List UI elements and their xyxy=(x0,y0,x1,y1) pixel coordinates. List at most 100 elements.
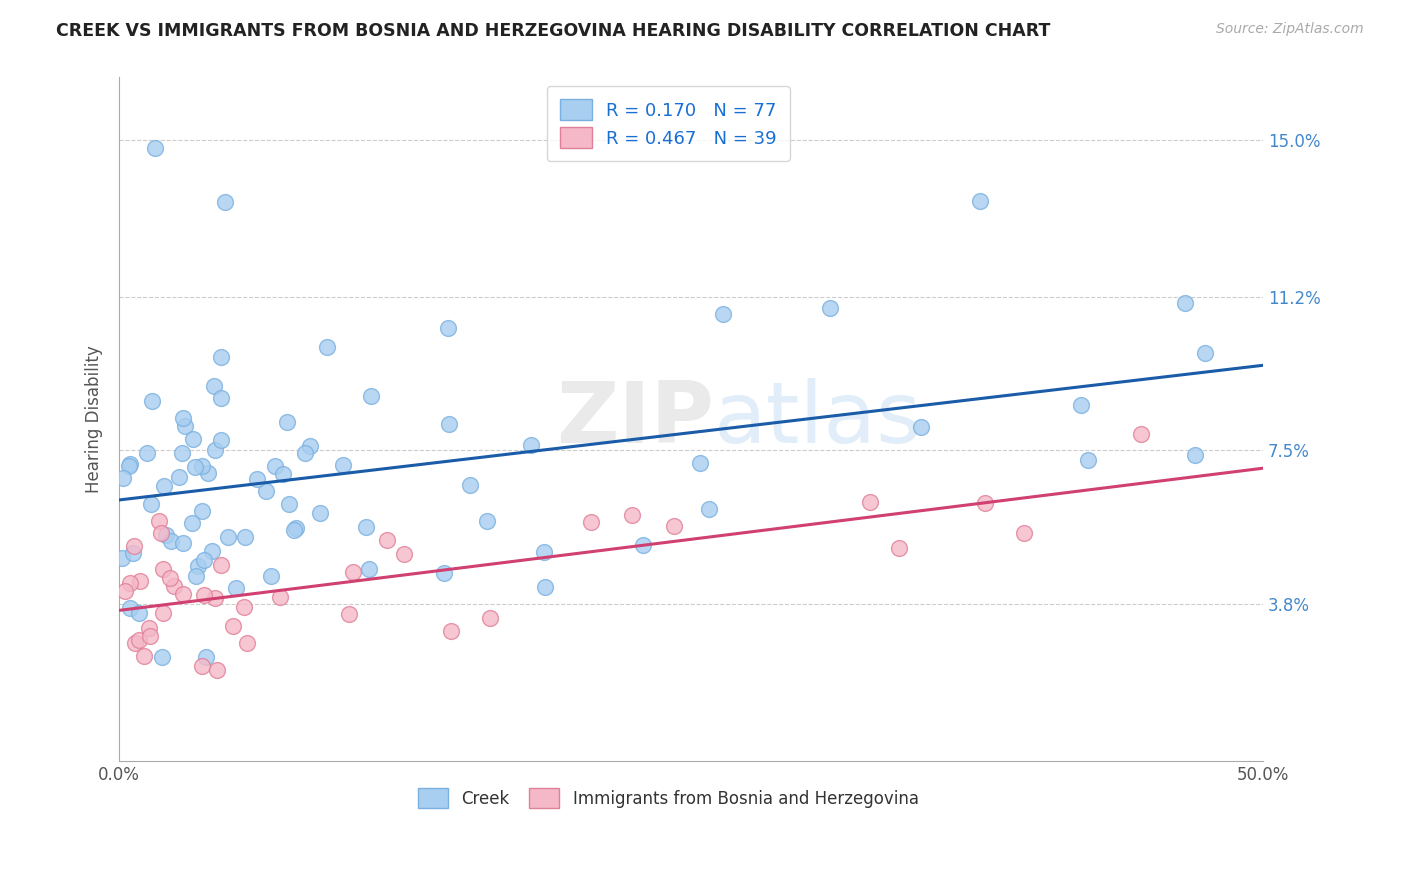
Point xyxy=(277,497,299,511)
Point xyxy=(120,600,142,615)
Point xyxy=(201,543,224,558)
Point xyxy=(184,569,207,583)
Point xyxy=(204,591,226,606)
Point xyxy=(437,417,460,431)
Point xyxy=(283,523,305,537)
Point xyxy=(160,533,183,548)
Point xyxy=(174,419,197,434)
Point xyxy=(204,442,226,457)
Point xyxy=(214,194,236,209)
Point xyxy=(271,467,294,481)
Point xyxy=(581,515,603,529)
Point xyxy=(139,497,162,511)
Point xyxy=(172,536,194,550)
Point xyxy=(191,459,214,474)
Point xyxy=(152,479,174,493)
Point xyxy=(209,350,232,364)
Point xyxy=(337,607,360,621)
Point xyxy=(375,533,398,547)
Point xyxy=(233,530,256,544)
Point xyxy=(150,526,173,541)
Text: Source: ZipAtlas.com: Source: ZipAtlas.com xyxy=(1216,22,1364,37)
Point xyxy=(202,379,225,393)
Point xyxy=(276,415,298,429)
Point xyxy=(1014,525,1036,540)
Point xyxy=(150,650,173,665)
Point xyxy=(236,636,259,650)
Point xyxy=(155,527,177,541)
Point xyxy=(205,663,228,677)
Point xyxy=(222,619,245,633)
Point xyxy=(152,562,174,576)
Point xyxy=(187,559,209,574)
Point xyxy=(433,566,456,581)
Point xyxy=(1194,345,1216,359)
Point xyxy=(111,471,134,485)
Point xyxy=(1174,296,1197,310)
Point xyxy=(440,624,463,639)
Point xyxy=(128,633,150,648)
Point xyxy=(135,445,157,459)
Point xyxy=(117,458,139,473)
Point xyxy=(191,504,214,518)
Point xyxy=(209,392,232,406)
Point xyxy=(332,458,354,473)
Point xyxy=(294,446,316,460)
Point xyxy=(217,530,239,544)
Point xyxy=(209,434,232,448)
Point xyxy=(309,506,332,520)
Point xyxy=(1129,427,1152,442)
Point xyxy=(533,581,555,595)
Point xyxy=(1184,448,1206,462)
Point xyxy=(711,308,734,322)
Point xyxy=(181,516,204,530)
Point xyxy=(620,508,643,522)
Point xyxy=(197,466,219,480)
Text: atlas: atlas xyxy=(714,377,922,461)
Point xyxy=(163,579,186,593)
Point xyxy=(170,445,193,459)
Point xyxy=(141,394,163,409)
Point xyxy=(148,514,170,528)
Point xyxy=(889,541,911,555)
Text: CREEK VS IMMIGRANTS FROM BOSNIA AND HERZEGOVINA HEARING DISABILITY CORRELATION C: CREEK VS IMMIGRANTS FROM BOSNIA AND HERZ… xyxy=(56,22,1050,40)
Point xyxy=(910,419,932,434)
Point xyxy=(475,514,498,528)
Point xyxy=(533,545,555,559)
Point xyxy=(114,584,136,599)
Point xyxy=(392,547,415,561)
Point xyxy=(354,520,377,534)
Point xyxy=(183,459,205,474)
Point xyxy=(143,141,166,155)
Point xyxy=(128,607,150,621)
Point xyxy=(1070,399,1092,413)
Point xyxy=(124,636,146,650)
Point xyxy=(260,568,283,582)
Point xyxy=(631,538,654,552)
Point xyxy=(689,456,711,470)
Point xyxy=(233,599,256,614)
Point xyxy=(284,521,307,535)
Point xyxy=(118,458,141,472)
Point xyxy=(191,658,214,673)
Point xyxy=(357,562,380,576)
Point xyxy=(110,551,132,566)
Text: ZIP: ZIP xyxy=(557,377,714,461)
Point xyxy=(129,574,152,589)
Point xyxy=(254,484,277,499)
Point xyxy=(520,438,543,452)
Point xyxy=(246,472,269,486)
Point xyxy=(132,649,155,664)
Point xyxy=(360,389,382,403)
Point xyxy=(167,469,190,483)
Point xyxy=(121,546,143,560)
Point xyxy=(122,539,145,553)
Point xyxy=(152,606,174,620)
Legend: Creek, Immigrants from Bosnia and Herzegovina: Creek, Immigrants from Bosnia and Herzeg… xyxy=(411,781,925,814)
Point xyxy=(859,495,882,509)
Point xyxy=(181,432,204,446)
Point xyxy=(437,320,460,334)
Point xyxy=(118,575,141,590)
Point xyxy=(969,194,991,208)
Point xyxy=(269,590,291,604)
